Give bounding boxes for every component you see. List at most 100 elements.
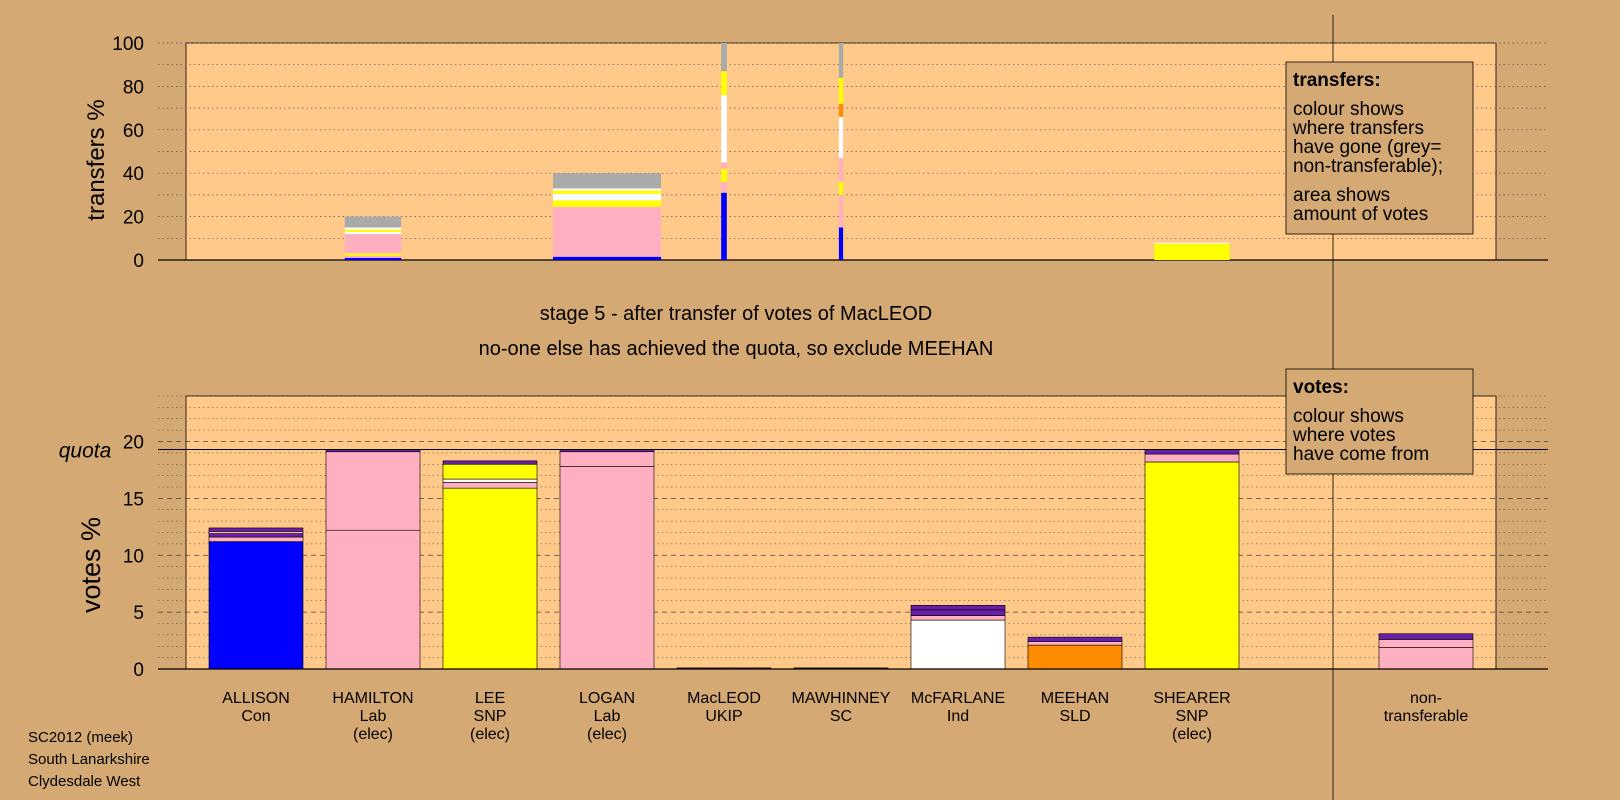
vote-bar-segment (442, 478, 538, 483)
footer-line: South Lanarkshire (28, 751, 150, 768)
votes-legend-line: where votes (1292, 425, 1395, 446)
vote-bar-segment (910, 609, 1006, 616)
transfer-bar-segment (1154, 242, 1230, 244)
transfers-legend-line: have gone (grey= (1293, 137, 1441, 158)
candidate-label: SC (830, 708, 852, 725)
transfer-bar-segment (552, 173, 662, 189)
votes-legend-line: colour shows (1293, 406, 1404, 427)
transfer-bar-segment (1154, 243, 1230, 260)
candidate-label: SNP (474, 708, 507, 725)
vote-bar-segment (442, 463, 538, 480)
transfer-bar-segment (838, 43, 844, 78)
candidate-label: MacLEOD (687, 690, 761, 707)
transfer-bar-segment (838, 103, 844, 117)
transfers-legend-line: colour shows (1293, 99, 1404, 120)
transfer-bar-segment (721, 43, 727, 72)
transfer-bar-segment (838, 181, 844, 195)
votes-y-tick: 15 (123, 489, 144, 510)
candidate-labels: ALLISONConHAMILTONLab(elec)LEESNP(elec)L… (222, 690, 1468, 743)
vote-bar-segment (910, 619, 1006, 670)
candidate-label: McFARLANE (911, 690, 1005, 707)
transfer-bar-segment (344, 257, 402, 260)
transfer-bar-segment (838, 227, 844, 260)
candidate-label: (elec) (470, 726, 510, 743)
transfers-y-tick: 60 (123, 121, 144, 142)
vote-bar-segment (208, 536, 304, 542)
votes-bars (208, 449, 1474, 670)
candidate-label: UKIP (705, 708, 742, 725)
vote-bar-segment (325, 451, 421, 531)
candidate-label: LEE (475, 690, 505, 707)
transfers-y-tick: 20 (123, 208, 144, 229)
footer-line: SC2012 (meek) (28, 729, 133, 746)
transfers-legend-title: transfers: (1293, 70, 1381, 91)
vote-bar-segment (208, 533, 304, 538)
vote-bar-segment (910, 604, 1006, 611)
vote-bar-segment (1144, 461, 1240, 670)
votes-y-axis-label: votes % (76, 517, 106, 613)
transfers-y-axis-label: transfers % (83, 99, 110, 220)
transfer-bar-segment (552, 256, 662, 260)
transfer-bar-segment (721, 181, 727, 193)
transfer-bar-segment (838, 194, 844, 228)
stage-subtitle: no-one else has achieved the quota, so e… (479, 338, 994, 360)
transfers-bars (344, 43, 1230, 260)
vote-bar-segment (208, 531, 304, 534)
votes-y-tick: 0 (133, 660, 144, 681)
transfer-bar-segment (721, 192, 727, 260)
vote-bar-segment (1378, 639, 1474, 648)
candidate-label: MEEHAN (1041, 690, 1109, 707)
transfers-legend: transfers: colour shows where transfers … (1285, 61, 1474, 235)
vote-bar-segment (442, 460, 538, 465)
transfer-bar-segment (344, 229, 402, 232)
candidate-label: MAWHINNEY (792, 690, 891, 707)
vote-bar-segment (442, 482, 538, 489)
candidate-label: transferable (1384, 708, 1469, 725)
vote-bar-segment (559, 466, 655, 670)
candidate-label: SNP (1176, 708, 1209, 725)
candidate-label: Ind (947, 708, 969, 725)
quota-label: quota (59, 439, 112, 462)
vote-bar-segment (1378, 633, 1474, 640)
candidate-label: Lab (594, 708, 621, 725)
vote-bar-segment (1027, 641, 1123, 646)
transfer-bar-segment (552, 206, 662, 257)
transfer-bar-segment (552, 188, 662, 191)
candidate-label: non- (1410, 690, 1442, 707)
transfer-bar-segment (838, 77, 844, 104)
axis-ticks: 0 20 40 60 80 100 0 5 10 15 20 (112, 34, 144, 681)
vote-bar-segment (1144, 449, 1240, 455)
transfer-bar-segment (721, 71, 727, 96)
vote-bar-segment (442, 487, 538, 670)
transfer-bar-segment (552, 193, 662, 201)
transfer-bar-segment (344, 227, 402, 230)
votes-legend-title: votes: (1293, 377, 1349, 398)
transfers-legend-line: area shows (1293, 185, 1390, 206)
votes-legend-line: have come from (1293, 444, 1429, 465)
candidate-label: (elec) (1172, 726, 1212, 743)
transfer-bar-segment (838, 158, 844, 182)
vote-bar-segment (208, 527, 304, 532)
transfer-bar-segment (838, 116, 844, 159)
stage-title: stage 5 - after transfer of votes of Mac… (540, 303, 932, 325)
vote-bar-segment (910, 615, 1006, 621)
vote-bar-segment (1144, 453, 1240, 463)
transfer-bar-segment (344, 231, 402, 234)
transfers-legend-line: amount of votes (1293, 204, 1428, 225)
transfer-bar-segment (721, 95, 727, 163)
transfers-y-tick: 0 (133, 251, 144, 272)
footer-line: Clydesdale West (28, 773, 141, 790)
transfers-y-tick: 80 (123, 77, 144, 98)
candidate-label: Lab (360, 708, 387, 725)
transfer-bar-segment (721, 168, 727, 182)
vote-bar-segment (1027, 636, 1123, 643)
transfers-y-tick: 40 (123, 164, 144, 185)
transfer-bar-segment (344, 255, 402, 258)
candidate-label: HAMILTON (332, 690, 413, 707)
votes-legend-box (1285, 368, 1474, 475)
transfer-bar-segment (552, 190, 662, 194)
vote-bar-segment (559, 451, 655, 467)
votes-gridlines (158, 395, 1548, 658)
vote-bar-segment (1027, 644, 1123, 670)
